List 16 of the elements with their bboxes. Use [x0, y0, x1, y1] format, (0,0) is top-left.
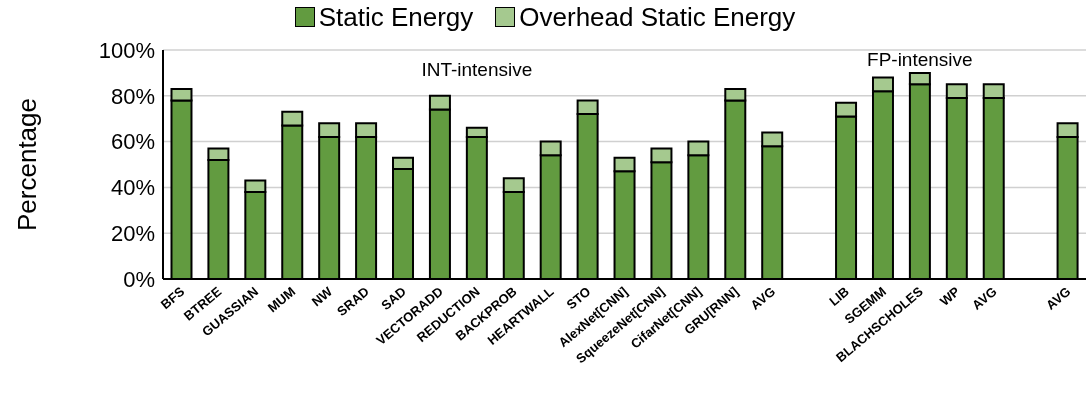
x-tick-label: WP: [937, 283, 963, 309]
y-tick-label: 80%: [110, 83, 155, 109]
y-tick-label: 20%: [110, 221, 155, 247]
x-tick-label: AVG: [969, 283, 1000, 313]
y-tick-label: 60%: [110, 129, 155, 155]
x-tick-label: AVG: [747, 283, 779, 313]
y-axis-title: Percentage: [12, 98, 43, 231]
y-tick-label: 0%: [123, 266, 155, 292]
x-tick-label: NW: [308, 283, 336, 310]
y-tick-label: 100%: [98, 37, 155, 63]
y-tick-label: 40%: [110, 175, 155, 201]
legend-label: Static Energy: [318, 1, 474, 34]
annotation: INT-intensive: [420, 59, 534, 81]
legend-label: Overhead Static Energy: [519, 1, 796, 34]
x-tick-label: AVG: [1042, 283, 1074, 313]
annotation: FP-intensive: [866, 49, 974, 71]
